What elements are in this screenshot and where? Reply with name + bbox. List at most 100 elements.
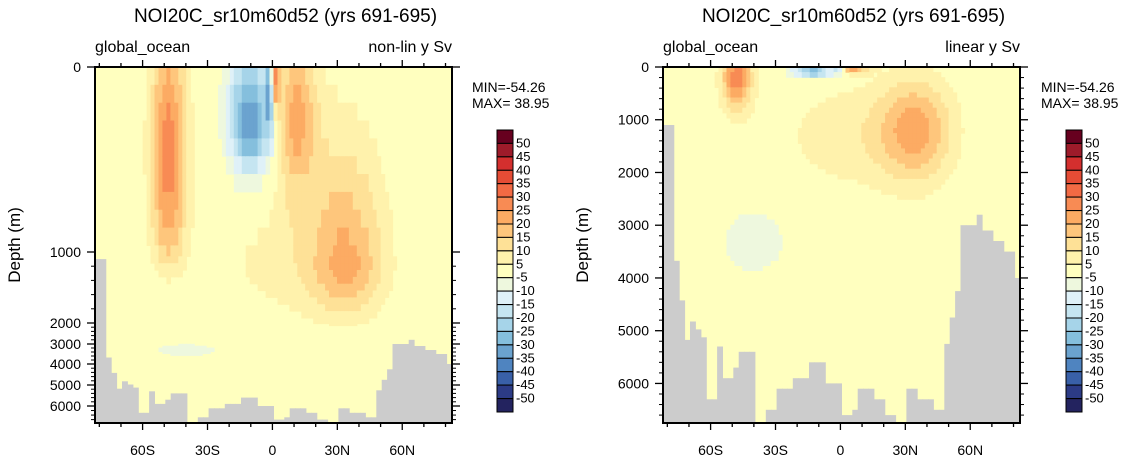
contour-cell (158, 138, 164, 157)
contour-cell (333, 174, 338, 193)
contour-cell (734, 255, 739, 261)
land-column (765, 409, 772, 423)
land-column (230, 403, 237, 423)
contour-cell (344, 290, 350, 298)
contour-cell (738, 239, 743, 246)
contour-cell (182, 174, 187, 193)
contour-cell (182, 263, 187, 271)
land-column (354, 412, 361, 423)
contour-cell (305, 256, 310, 264)
contour-cell (257, 227, 263, 246)
contour-cell (285, 102, 290, 122)
contour-cell (182, 156, 187, 175)
contour-cell (916, 67, 922, 73)
contour-cell (853, 138, 858, 144)
contour-cell (877, 163, 882, 170)
contour-cell (837, 128, 843, 134)
contour-cell (857, 173, 862, 180)
contour-cell (150, 102, 156, 122)
contour-cell (261, 227, 267, 246)
contour-cell (289, 256, 294, 264)
contour-cell (285, 174, 290, 193)
contour-cell (742, 260, 747, 266)
contour-cell (329, 311, 334, 319)
contour-cell (857, 72, 862, 78)
land-column (668, 125, 675, 423)
contour-cell (190, 351, 195, 354)
contour-cell (285, 297, 290, 305)
contour-cell (313, 256, 318, 264)
contour-cell (178, 209, 183, 229)
contour-cell (309, 156, 314, 175)
contour-cell (829, 138, 835, 144)
contour-cell (182, 138, 187, 157)
contour-cell (825, 133, 831, 139)
contour-cell (742, 77, 747, 83)
contour-cell (861, 173, 866, 180)
contour-cell (877, 112, 882, 119)
land-column (122, 381, 128, 423)
contour-cell (845, 92, 851, 99)
contour-cell (908, 112, 914, 119)
contour-cell (360, 290, 366, 298)
contour-cell (817, 107, 823, 114)
contour-cell (940, 128, 946, 134)
contour-cell (297, 297, 302, 305)
contour-cell (912, 163, 918, 170)
contour-cell (730, 245, 735, 251)
contour-cell (150, 174, 156, 193)
contour-cell (257, 174, 263, 193)
contour-cell (166, 227, 171, 246)
contour-cell (893, 168, 898, 175)
contour-cell (154, 191, 160, 211)
contour-cell (730, 224, 735, 231)
contour-cell (182, 349, 187, 353)
contour-cell (940, 117, 946, 124)
contour-cell (940, 178, 946, 185)
contour-cell (956, 153, 962, 160)
contour-cell (178, 343, 183, 347)
contour-cell (912, 194, 918, 200)
contour-cell (368, 156, 374, 175)
contour-cell (154, 174, 160, 193)
contour-cell (730, 250, 735, 256)
contour-cell (340, 156, 346, 175)
contour-cell (321, 270, 326, 278)
land-column (955, 291, 961, 423)
land-column (868, 388, 875, 423)
contour-cell (845, 168, 851, 175)
contour-cell (182, 191, 187, 211)
contour-cell (229, 138, 235, 157)
contour-cell (321, 304, 326, 312)
contour-cell (722, 77, 728, 83)
contour-cell (372, 297, 378, 305)
colorbar-label: 50 (516, 135, 530, 150)
colorbar-label: 20 (516, 216, 530, 231)
contour-cell (150, 245, 156, 257)
contour-cell (289, 227, 294, 246)
contour-cell (853, 153, 858, 160)
contour-cell (766, 239, 771, 246)
contour-cell (885, 153, 890, 160)
contour-cell (877, 117, 882, 124)
colorbar-swatch (1065, 129, 1083, 144)
contour-cell (948, 143, 954, 149)
contour-cell (170, 84, 175, 104)
contour-cell (742, 112, 747, 119)
contour-cell (924, 184, 930, 190)
contour-cell (813, 107, 819, 114)
contour-cell (928, 112, 934, 119)
contour-cell (261, 256, 267, 264)
contour-cell (881, 122, 886, 129)
contour-cell (352, 174, 358, 193)
contour-cell (758, 214, 763, 221)
land-column (127, 384, 134, 423)
contour-cell (924, 133, 930, 139)
contour-cell (897, 72, 902, 78)
contour-cell (273, 290, 279, 298)
land-column (695, 329, 702, 423)
contour-cell (202, 347, 207, 351)
contour-cell (170, 353, 175, 356)
contour-cell (944, 138, 950, 144)
contour-cell (166, 174, 171, 193)
